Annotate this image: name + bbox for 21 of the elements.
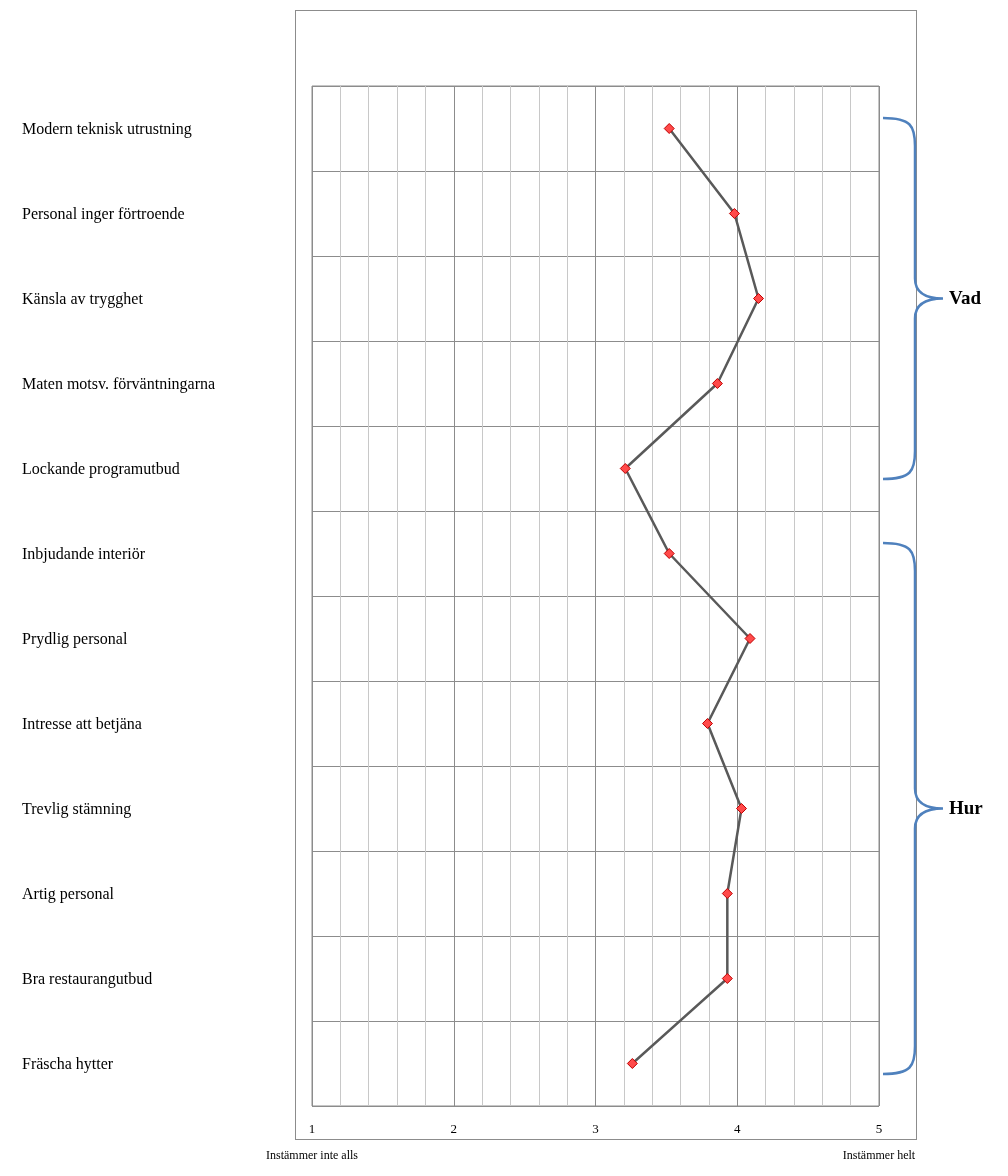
x-tick-label: 2 [450,1121,457,1136]
text: Instämmer inte alls [266,1148,358,1163]
y-tick-label: Inbjudande interiör [22,545,146,563]
text: Vad [949,286,982,309]
y-tick-label: Lockande programutbud [22,460,180,478]
x-tick-label: 3 [592,1121,599,1136]
y-tick-label: Prydlig personal [22,630,128,648]
y-tick-label: Artig personal [22,885,115,903]
y-tick-label: Intresse att betjäna [22,715,142,733]
text: Instämmer helt [842,1148,916,1163]
y-tick-label: Känsla av trygghet [22,290,144,308]
x-tick-label: 5 [875,1121,883,1136]
y-tick-label: Fräscha hytter [22,1055,114,1073]
text: Hur [949,796,983,819]
x-tick-label: 1 [308,1121,316,1136]
y-tick-label: Bra restaurangutbud [22,970,153,988]
x-tick-label: 4 [734,1121,741,1136]
y-tick-label: Trevlig stämning [22,800,132,818]
y-tick-label: Maten motsv. förväntningarna [22,375,216,393]
y-tick-label: Modern teknisk utrustning [22,120,192,138]
y-tick-label: Personal inger förtroende [22,205,185,223]
